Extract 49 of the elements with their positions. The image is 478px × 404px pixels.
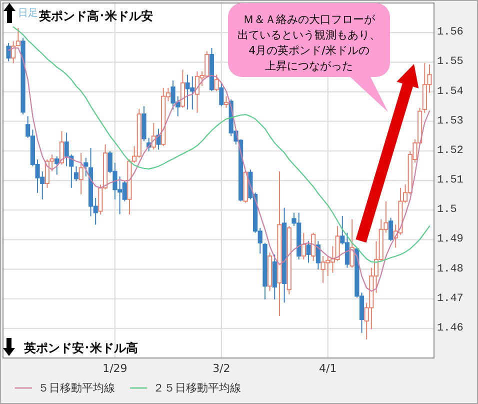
x-tick-label: 4/1 (319, 362, 337, 375)
x-tick-label: 3/2 (212, 362, 230, 375)
annotation: Ｍ＆Ａ絡みの大口フローが出ているという観測もあり、4月の英ポンド/米ドルの上昇につながった (238, 13, 380, 72)
y-tick-label: 1.49 (437, 234, 464, 246)
annotation: 英ポンド安･米ドル高 (23, 341, 138, 355)
candlestick (78, 152, 84, 195)
candlestick (282, 207, 287, 304)
candlestick (209, 47, 214, 92)
candlestick (262, 242, 268, 300)
candlestick (277, 170, 282, 316)
candlestick (388, 217, 394, 242)
candlestick (272, 254, 277, 300)
candlestick (306, 240, 311, 264)
candlestick (6, 42, 11, 62)
candlestick (316, 240, 320, 270)
line-series (12, 26, 430, 263)
candlestick (268, 252, 272, 292)
y-tick-label: 1.47 (437, 292, 464, 305)
candlestick (20, 37, 26, 116)
candlestick (224, 96, 229, 108)
candlestick (214, 74, 219, 92)
y-tick-label: 1.5 (437, 204, 457, 216)
y-tick-label: 1.52 (437, 144, 464, 157)
candlestick (243, 170, 248, 204)
candlestick (180, 69, 186, 108)
legend-label: ５日移動平均線 (38, 382, 115, 394)
y-tick-label: 1.46 (437, 322, 464, 334)
y-tick-label: 1.55 (437, 56, 464, 68)
candlestick (84, 157, 88, 177)
legend-label: ２５日移動平均線 (153, 382, 241, 394)
y-tick-label: 1.48 (437, 263, 464, 276)
candlestick (156, 128, 161, 150)
candlestick (142, 106, 146, 142)
line-series (8, 47, 430, 292)
candlestick (286, 226, 292, 295)
candlestick (59, 130, 64, 166)
candlestick (311, 232, 316, 262)
candlestick (219, 82, 224, 107)
annotation: 英ポンド高･米ドル安 (38, 9, 153, 23)
y-tick-label: 1.54 (437, 86, 464, 98)
x-tick-label: 1/29 (102, 362, 128, 375)
candlestick (74, 166, 79, 182)
y-tick-label: 1.53 (437, 115, 464, 128)
candlestick (54, 156, 60, 176)
y-tick-label: 1.56 (437, 26, 464, 39)
y-tick-label: 1.51 (437, 174, 464, 186)
candlestick (301, 232, 306, 260)
candlestick (350, 218, 354, 268)
annotation: 日足 (18, 8, 38, 19)
